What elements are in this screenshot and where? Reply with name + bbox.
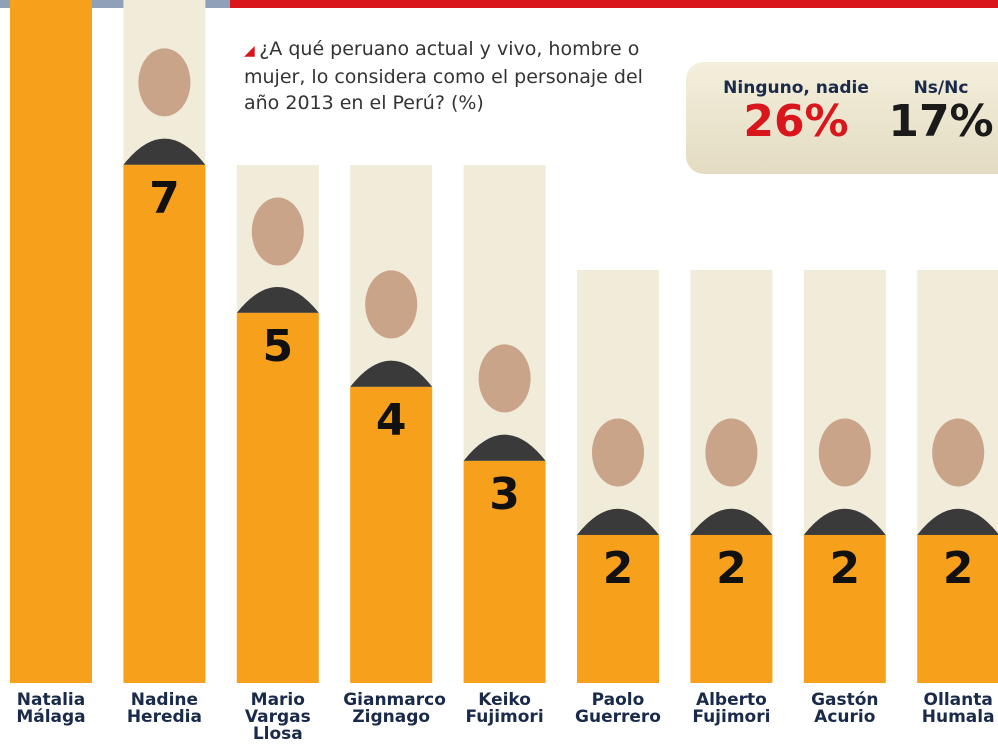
photo-head [365,270,418,339]
summary-item: Ns/Nc 17% [886,78,996,146]
summary-item: Ninguno, nadie 26% [706,78,886,146]
value-label: 7 [149,173,180,224]
category-label: Paolo Guerrero [575,690,661,727]
photo-shoulders [690,508,773,535]
value-label: 2 [603,543,634,594]
top-band [230,0,998,8]
photo-column [577,270,659,535]
bar [690,534,773,683]
photo-shoulders [917,508,998,535]
top-band [0,0,230,8]
photo-shoulders [463,434,546,461]
question: ¿A qué peruano actual y vivo, hombre o m… [244,36,644,116]
photo-shoulders [577,508,659,535]
value-label: 2 [829,543,860,594]
value-label: 4 [376,395,407,446]
category-label: Alberto Fujimori [692,690,771,727]
photo-head [138,48,191,117]
category-label: Gianmarco Zignago [343,690,446,727]
photo-head [478,344,531,413]
category-label: Mario Vargas Llosa [244,690,311,744]
bar [577,534,659,683]
summary-name: Ns/Nc [913,78,969,98]
bar [236,312,319,683]
photo-shoulders [123,138,206,165]
bar [463,460,546,683]
bar [10,0,92,684]
bar [350,386,433,683]
photo-column [690,270,773,535]
photo-shoulders [236,287,319,313]
photo-head [818,418,871,487]
category-label: Natalia Málaga [16,690,86,727]
value-label: 2 [716,543,747,594]
bar [123,164,206,683]
photo-shoulders [803,508,886,535]
photo-column [463,165,546,461]
photo-head [592,418,644,487]
summary-value: 17% [888,96,994,147]
value-label: 3 [489,469,520,520]
value-label: 2 [943,543,974,594]
value-label: 5 [262,321,293,372]
category-label: Gastón Acurio [811,690,879,727]
bar [803,534,886,683]
photo-head [705,418,758,487]
photo-head [251,197,304,266]
summary-value: 26% [743,96,849,147]
photo-head [932,418,985,487]
bar [917,534,998,683]
summary-name: Ninguno, nadie [723,78,869,98]
photo-column [803,270,886,535]
summary-box: Ninguno, nadie 26% Ns/Nc 17% [686,62,998,174]
category-label: Nadine Heredia [126,690,202,727]
category-label: Ollanta Humala [921,690,995,727]
photo-shoulders [350,360,433,387]
photo-column [917,270,998,535]
category-label: Keiko Fujimori [465,690,544,727]
